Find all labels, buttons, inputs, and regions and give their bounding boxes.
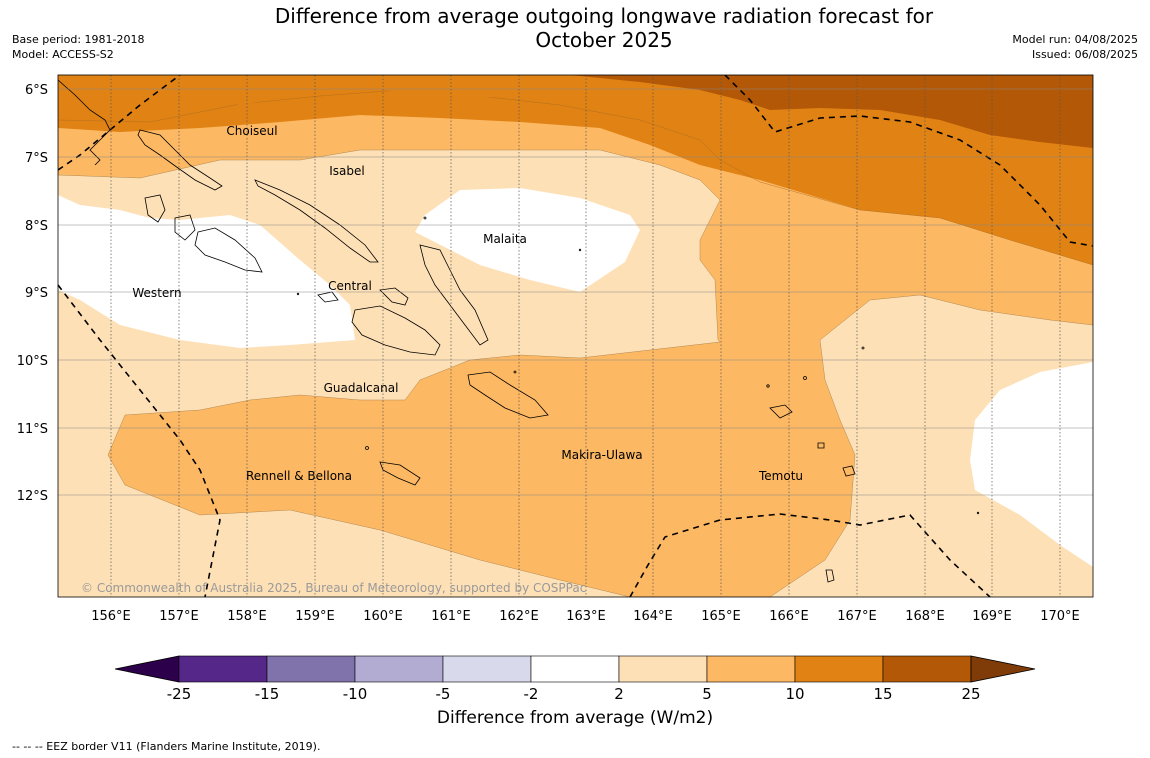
colorbar-tick-label: 5 (702, 685, 712, 703)
map-title: Difference from average outgoing longwav… (200, 4, 1008, 52)
lon-tick-label: 156°E (91, 609, 131, 624)
choiseul-island-outline (137, 129, 223, 191)
nendo-island-outline (769, 404, 793, 419)
region-label-western: Western (132, 286, 181, 300)
title-line-1: Difference from average outgoing longwav… (274, 4, 934, 28)
longitude-axis: 156°E 157°E 158°E 159°E 160°E 161°E 162°… (91, 609, 1080, 624)
lon-tick-label: 158°E (227, 609, 267, 624)
colorbar-bin (354, 655, 444, 683)
rennell-island-outline (379, 461, 421, 486)
colorbar-bin (266, 655, 356, 683)
lon-tick-label: 165°E (701, 609, 741, 624)
colorbar: -25 -15 -10 -5 -2 2 5 10 15 25 (114, 655, 1036, 703)
lon-tick-label: 167°E (837, 609, 877, 624)
colorbar-tick-label: -15 (255, 685, 280, 703)
region-labels: Choiseul Isabel Malaita Western Central … (132, 124, 803, 483)
lat-tick-label: 8°S (25, 219, 48, 234)
issued-date: Issued: 06/08/2025 (1031, 48, 1138, 61)
lat-tick-label: 12°S (17, 489, 48, 504)
coastlines (58, 79, 980, 583)
region-label-choiseul: Choiseul (226, 124, 277, 138)
makira-island-outline (467, 371, 549, 419)
colorbar-extend-min (114, 655, 180, 683)
lon-tick-label: 169°E (972, 609, 1012, 624)
colorbar-bin (794, 655, 884, 683)
eez-legend-note: -- -- -- EEZ border V11 (Flanders Marine… (12, 740, 321, 753)
new-georgia-outline (194, 227, 263, 273)
lon-tick-label: 159°E (295, 609, 335, 624)
region-label-central: Central (328, 279, 372, 293)
colorbar-extend-max (970, 655, 1036, 683)
latitude-gridlines (58, 88, 1093, 496)
lat-tick-label: 6°S (25, 83, 48, 98)
lat-tick-label: 10°S (17, 354, 48, 369)
map-frame (57, 74, 1094, 598)
lon-tick-label: 157°E (159, 609, 199, 624)
lon-tick-label: 160°E (363, 609, 403, 624)
colorbar-tick-label: -25 (167, 685, 192, 703)
lon-tick-label: 161°E (431, 609, 471, 624)
lon-tick-label: 166°E (769, 609, 809, 624)
guadalcanal-island-outline (351, 305, 441, 356)
lon-tick-label: 164°E (633, 609, 673, 624)
colorbar-bin (706, 655, 796, 683)
region-label-isabel: Isabel (329, 164, 364, 178)
meta-right: Model run: 04/08/2025 Issued: 06/08/2025 (1012, 32, 1138, 62)
lon-tick-label: 170°E (1040, 609, 1080, 624)
anomaly-field-near-zero-malaita (415, 188, 640, 292)
base-period: Base period: 1981-2018 (12, 33, 145, 46)
lat-tick-label: 11°S (17, 422, 48, 437)
colorbar-bin (882, 655, 972, 683)
anomaly-field-near-zero-west (58, 195, 355, 348)
model-run: Model run: 04/08/2025 (1012, 33, 1138, 46)
map-plot-area: Choiseul Isabel Malaita Western Central … (58, 75, 1093, 597)
lon-tick-label: 168°E (905, 609, 945, 624)
region-label-temotu: Temotu (758, 469, 803, 483)
lon-tick-label: 162°E (499, 609, 539, 624)
isabel-island-outline (254, 179, 379, 263)
longitude-gridlines (110, 75, 1061, 597)
colorbar-tick-label: -2 (524, 685, 539, 703)
colorbar-tick-label: 2 (614, 685, 624, 703)
title-line-2: October 2025 (535, 28, 673, 52)
colorbar-bin (530, 655, 620, 683)
anomaly-field-near-zero-east (970, 362, 1093, 567)
meta-left: Base period: 1981-2018 Model: ACCESS-S2 (12, 32, 144, 62)
anomaly-field-15-25 (570, 75, 1093, 148)
colorbar-bin (178, 655, 268, 683)
eez-border-lines (58, 75, 1093, 597)
region-label-malaita: Malaita (483, 232, 527, 246)
anomaly-field-5-10 (58, 75, 1093, 597)
colorbar-tick-label: 10 (785, 685, 804, 703)
malaita-island-outline (419, 244, 489, 346)
lat-tick-label: 7°S (25, 151, 48, 166)
colorbar-tick-label: 15 (873, 685, 892, 703)
latitude-axis: 6°S 7°S 8°S 9°S 10°S 11°S 12°S (17, 83, 48, 504)
lon-tick-label: 163°E (566, 609, 606, 624)
anomaly-field-10-15-north (58, 75, 1093, 215)
region-label-makira-ulawa: Makira-Ulawa (561, 448, 642, 462)
copyright-notice: © Commonwealth of Australia 2025, Bureau… (81, 581, 586, 595)
colorbar-tick-label: -10 (343, 685, 368, 703)
colorbar-tick-label: -5 (436, 685, 451, 703)
region-label-rennell-bellona: Rennell & Bellona (246, 469, 352, 483)
colorbar-tick-label: 25 (961, 685, 980, 703)
colorbar-bin (618, 655, 708, 683)
region-label-guadalcanal: Guadalcanal (324, 381, 399, 395)
model-name: Model: ACCESS-S2 (12, 48, 114, 61)
lat-tick-label: 9°S (25, 286, 48, 301)
colorbar-label: Difference from average (W/m2) (436, 708, 714, 728)
colorbar-bin (442, 655, 532, 683)
